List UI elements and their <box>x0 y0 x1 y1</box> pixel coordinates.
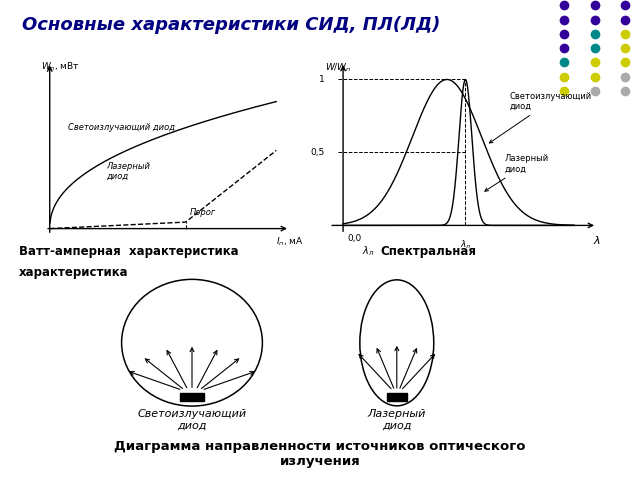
Text: Светоизлучающий диод: Светоизлучающий диод <box>68 123 175 132</box>
Text: Спектральная: Спектральная <box>381 245 477 258</box>
Text: $\lambda_л$: $\lambda_л$ <box>362 244 374 258</box>
Text: $W/W_п$: $W/W_п$ <box>324 62 351 74</box>
Text: Ватт-амперная  характеристика: Ватт-амперная характеристика <box>19 245 239 258</box>
Bar <box>180 393 204 401</box>
Text: 1: 1 <box>319 75 324 84</box>
Text: Диаграмма направленности источников оптического
излучения: Диаграмма направленности источников опти… <box>115 440 525 468</box>
Text: $\lambda$: $\lambda$ <box>593 234 601 246</box>
Text: $W_п$, мВт: $W_п$, мВт <box>41 61 80 73</box>
Text: Лазерный
диод: Лазерный диод <box>367 409 426 431</box>
Text: $\lambda_л$: $\lambda_л$ <box>460 239 471 251</box>
Text: Порог: Порог <box>190 208 216 217</box>
Text: 0,5: 0,5 <box>310 148 324 157</box>
Text: Лазерный
диод: Лазерный диод <box>485 155 548 191</box>
Bar <box>387 393 407 401</box>
Text: Основные характеристики СИД, ПЛ(ЛД): Основные характеристики СИД, ПЛ(ЛД) <box>22 16 440 34</box>
Text: характеристика: характеристика <box>19 266 129 279</box>
Text: Светоизлучающий
диод: Светоизлучающий диод <box>138 409 246 431</box>
Text: Светоизлучающий
диод: Светоизлучающий диод <box>490 92 591 143</box>
Text: Лазерный
диод: Лазерный диод <box>106 162 150 181</box>
Text: 0,0: 0,0 <box>348 234 362 243</box>
Text: $I_п$, мА: $I_п$, мА <box>276 235 303 248</box>
